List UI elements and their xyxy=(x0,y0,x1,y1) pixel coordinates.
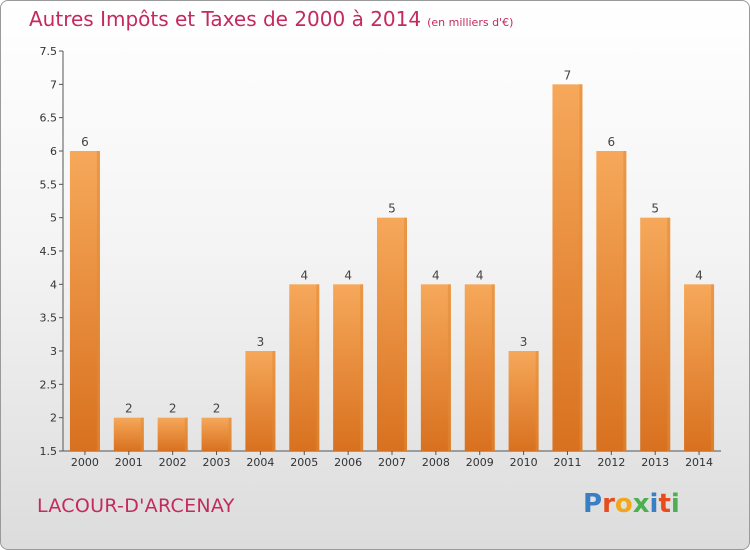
y-tick-label: 7 xyxy=(50,78,57,91)
data-label: 3 xyxy=(257,335,265,349)
bar xyxy=(113,417,144,451)
proxiti-logo[interactable]: Proxiti xyxy=(583,489,680,519)
logo-letter: x xyxy=(632,489,650,519)
data-labels: 6 2 2 2 3 4 4 5 4 4 3 7 6 5 4 xyxy=(81,68,703,415)
bar-shade xyxy=(667,217,671,451)
bar-shade xyxy=(447,284,451,451)
y-tick-label: 2.5 xyxy=(40,378,58,391)
bar-shade xyxy=(184,417,188,451)
x-tick-label: 2012 xyxy=(597,456,625,469)
bar xyxy=(508,351,539,451)
x-tick-label: 2010 xyxy=(510,456,538,469)
bar-shade xyxy=(623,151,627,451)
x-tick-label: 2004 xyxy=(246,456,274,469)
bar xyxy=(640,217,671,451)
x-tick-label: 2008 xyxy=(422,456,450,469)
bar xyxy=(377,217,407,451)
y-tick-label: 2 xyxy=(50,412,57,425)
chart-subtitle: (en milliers d'€) xyxy=(427,16,514,29)
bar-shade xyxy=(272,351,276,451)
bar xyxy=(420,284,451,451)
y-tick-label: 3.5 xyxy=(40,312,58,325)
x-tick-label: 2006 xyxy=(334,456,362,469)
bar-shade xyxy=(579,84,583,451)
x-tick-label: 2009 xyxy=(466,456,494,469)
x-tick-label: 2002 xyxy=(159,456,187,469)
chart-title: Autres Impôts et Taxes de 2000 à 2014 (en… xyxy=(29,7,513,31)
data-label: 2 xyxy=(125,402,133,416)
y-tick-label: 6.5 xyxy=(40,112,58,125)
bar-shade xyxy=(711,284,715,451)
x-tick-label: 2013 xyxy=(641,456,669,469)
y-tick-label: 3 xyxy=(50,345,57,358)
bar xyxy=(552,84,583,451)
bar-shade xyxy=(316,284,320,451)
bar-shade xyxy=(228,417,232,451)
x-tick-label: 2011 xyxy=(553,456,581,469)
bar-shade xyxy=(535,351,539,451)
data-label: 2 xyxy=(169,402,177,416)
bar-shade xyxy=(140,417,144,451)
bar-shade xyxy=(360,284,364,451)
data-label: 4 xyxy=(695,268,703,282)
x-tick-label: 2001 xyxy=(115,456,143,469)
bar xyxy=(289,284,320,451)
bar xyxy=(596,151,627,451)
y-tick-label: 5 xyxy=(50,212,57,225)
bar-shade xyxy=(96,151,100,451)
bar xyxy=(69,151,100,451)
x-tick-label: 2005 xyxy=(290,456,318,469)
bar xyxy=(201,417,232,451)
bar xyxy=(684,284,715,451)
logo-letter: o xyxy=(614,489,633,519)
bar xyxy=(245,351,276,451)
logo-letter: i xyxy=(649,489,659,519)
data-label: 5 xyxy=(388,202,396,216)
data-label: 4 xyxy=(344,268,352,282)
y-tick-label: 1.5 xyxy=(40,445,58,458)
bars xyxy=(69,84,715,451)
bar-shade xyxy=(404,217,407,451)
logo-letter: r xyxy=(602,489,615,519)
bar xyxy=(333,284,364,451)
data-label: 4 xyxy=(432,268,440,282)
data-label: 4 xyxy=(476,268,484,282)
y-tick-label: 5.5 xyxy=(40,178,58,191)
y-tick-label: 4 xyxy=(50,278,57,291)
y-tick-label: 7.5 xyxy=(40,45,58,58)
logo-letter: i xyxy=(670,489,680,519)
chart-title-main: Autres Impôts et Taxes de 2000 à 2014 xyxy=(29,7,422,31)
logo-letter: P xyxy=(583,489,603,519)
data-label: 3 xyxy=(520,335,528,349)
bar-shade xyxy=(491,284,495,451)
logo-letter: t xyxy=(658,489,671,519)
y-tick-label: 4.5 xyxy=(40,245,58,258)
commune-name: LACOUR-D'ARCENAY xyxy=(37,495,235,517)
x-tick-label: 2007 xyxy=(378,456,406,469)
y-tick-label: 6 xyxy=(50,145,57,158)
x-tick-label: 2014 xyxy=(685,456,713,469)
axes: 1.5 2 2.5 3 3.5 4 4.5 5 5.5 6 6.5 7 7.5 2000 2001 2002 2… xyxy=(40,45,721,469)
data-label: 6 xyxy=(608,135,616,149)
x-tick-label: 2000 xyxy=(71,456,99,469)
x-tick-label: 2003 xyxy=(203,456,231,469)
data-label: 4 xyxy=(300,268,308,282)
data-label: 2 xyxy=(213,402,221,416)
bar xyxy=(464,284,495,451)
bar xyxy=(157,417,188,451)
data-label: 6 xyxy=(81,135,89,149)
data-label: 5 xyxy=(651,202,659,216)
data-label: 7 xyxy=(564,68,572,82)
